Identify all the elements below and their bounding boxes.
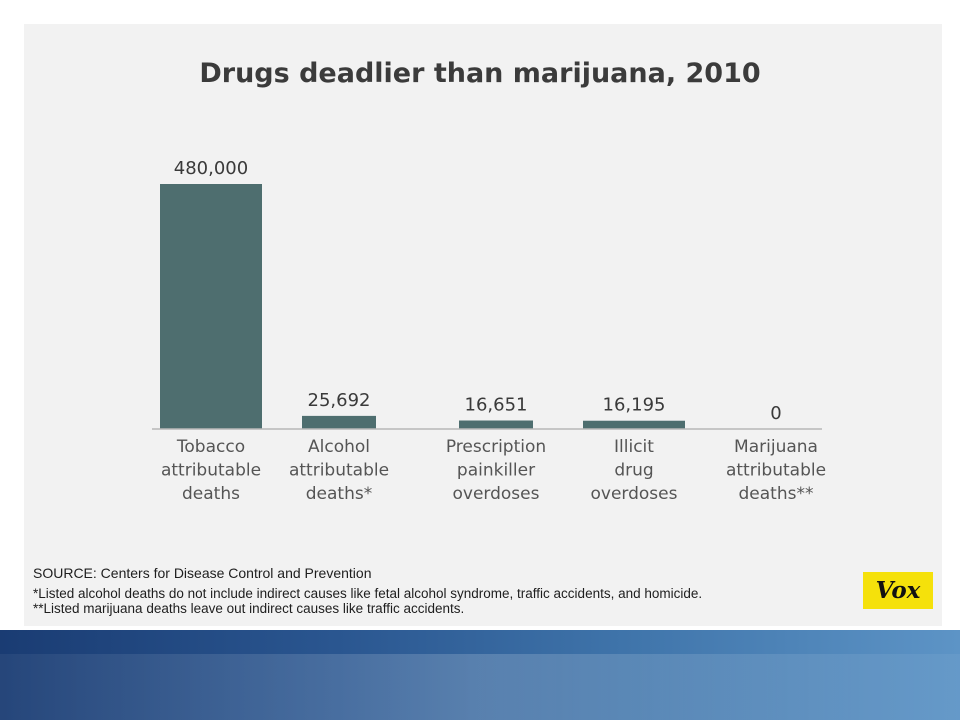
value-label-1: 25,692: [308, 390, 371, 411]
source-note: SOURCE: Centers for Disease Control and …: [33, 565, 372, 581]
chart-title: Drugs deadlier than marijuana, 2010: [199, 58, 761, 89]
bar-chart: 480,000 25,692 16,651 16,195 0 Tobacco attrib…: [152, 158, 826, 504]
bars-layer: [160, 184, 685, 429]
value-labels-layer: 480,000 25,692 16,651 16,195 0: [174, 158, 782, 424]
value-label-3: 16,195: [603, 395, 666, 416]
category-label-0: Tobacco attributable deaths: [161, 437, 261, 504]
value-label-0: 480,000: [174, 158, 248, 179]
vox-logo: Vox: [863, 572, 933, 609]
value-label-2: 16,651: [465, 395, 528, 416]
bar-2: [459, 420, 533, 429]
bar-1: [302, 415, 376, 429]
category-label-3: Illicit drug overdoses: [591, 437, 678, 504]
value-label-4: 0: [770, 403, 781, 424]
chart-notes: SOURCE: Centers for Disease Control and …: [33, 565, 853, 617]
category-label-2: Prescription painkiller overdoses: [446, 437, 546, 504]
bar-0: [160, 184, 262, 429]
category-label-4: Marijuana attributable deaths**: [726, 437, 826, 504]
footnote-alcohol: *Listed alcohol deaths do not include in…: [33, 586, 703, 601]
slide-footer-band: [0, 630, 960, 720]
category-labels-layer: Tobacco attributable deaths Alcohol attribut…: [161, 437, 826, 504]
bar-3: [583, 420, 685, 429]
footnote-marijuana: **Listed marijuana deaths leave out indi…: [33, 601, 465, 616]
category-label-1: Alcohol attributable deaths*: [289, 437, 389, 504]
